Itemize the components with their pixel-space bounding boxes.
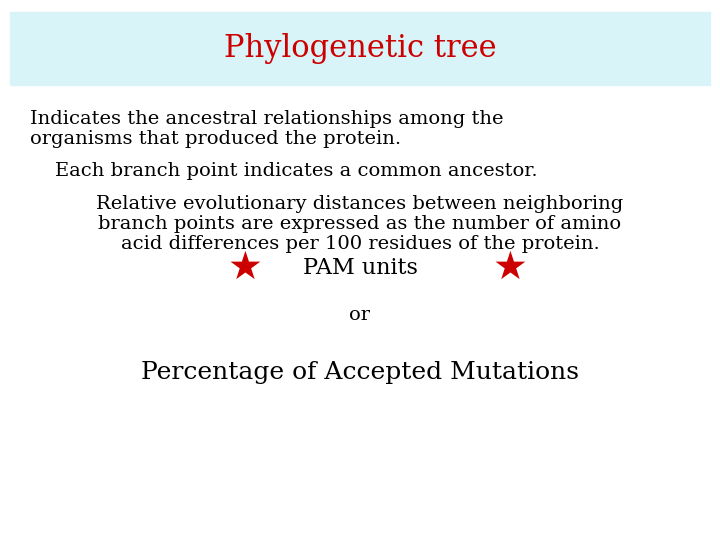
- Text: branch points are expressed as the number of amino: branch points are expressed as the numbe…: [99, 215, 621, 233]
- Text: ★: ★: [492, 249, 528, 287]
- Text: organisms that produced the protein.: organisms that produced the protein.: [30, 130, 401, 148]
- Text: PAM units: PAM units: [302, 257, 418, 279]
- Text: or: or: [349, 306, 371, 324]
- Text: Percentage of Accepted Mutations: Percentage of Accepted Mutations: [141, 361, 579, 383]
- Text: Indicates the ancestral relationships among the: Indicates the ancestral relationships am…: [30, 110, 503, 128]
- Text: Relative evolutionary distances between neighboring: Relative evolutionary distances between …: [96, 195, 624, 213]
- FancyBboxPatch shape: [10, 12, 710, 85]
- Text: ★: ★: [228, 249, 262, 287]
- Text: Each branch point indicates a common ancestor.: Each branch point indicates a common anc…: [55, 162, 538, 180]
- Text: Phylogenetic tree: Phylogenetic tree: [224, 33, 496, 64]
- Text: acid differences per 100 residues of the protein.: acid differences per 100 residues of the…: [121, 235, 599, 253]
